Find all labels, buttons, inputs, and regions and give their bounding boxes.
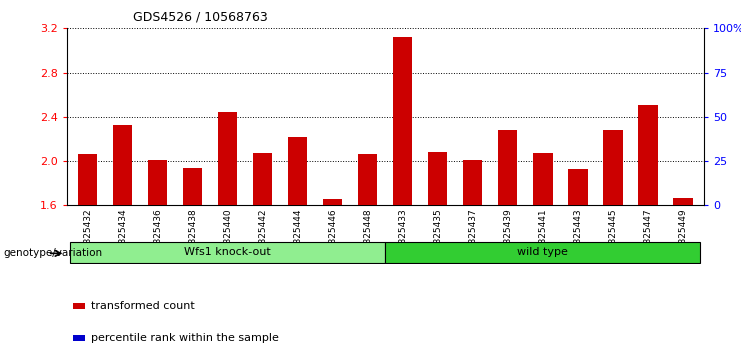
Bar: [358, 154, 377, 205]
Text: genotype/variation: genotype/variation: [4, 248, 103, 258]
Bar: [183, 168, 202, 205]
Bar: [73, 303, 84, 309]
Text: Wfs1 knock-out: Wfs1 knock-out: [185, 247, 271, 257]
Bar: [393, 37, 413, 205]
Bar: [498, 130, 517, 205]
Text: wild type: wild type: [517, 247, 568, 257]
Bar: [78, 154, 97, 205]
Bar: [323, 199, 342, 205]
Bar: [603, 130, 622, 205]
Bar: [288, 137, 308, 205]
Text: percentile rank within the sample: percentile rank within the sample: [91, 333, 279, 343]
Bar: [568, 169, 588, 205]
Text: GDS4526 / 10568763: GDS4526 / 10568763: [133, 11, 268, 24]
Bar: [534, 153, 553, 205]
Bar: [113, 125, 133, 205]
Bar: [428, 152, 448, 205]
FancyBboxPatch shape: [70, 242, 385, 263]
Text: transformed count: transformed count: [91, 301, 195, 311]
Bar: [674, 198, 693, 205]
Bar: [148, 160, 167, 205]
Bar: [218, 113, 237, 205]
FancyBboxPatch shape: [385, 242, 700, 263]
Bar: [73, 335, 84, 341]
Bar: [638, 105, 657, 205]
Bar: [463, 160, 482, 205]
Bar: [253, 153, 273, 205]
